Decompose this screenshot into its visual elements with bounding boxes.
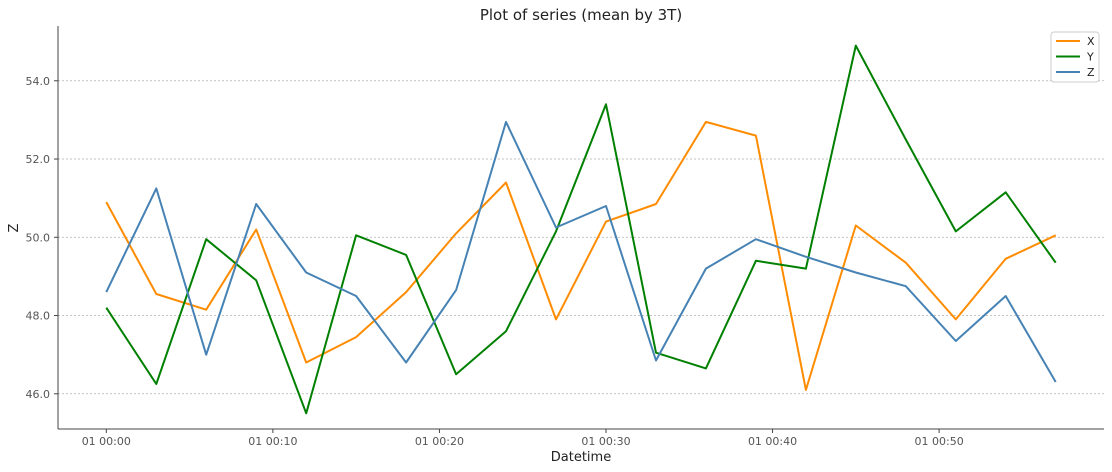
legend-label-z: Z xyxy=(1087,66,1095,79)
series-line-y xyxy=(105,44,1057,415)
y-tick-label: 46.0 xyxy=(26,388,51,401)
y-tick-label: 54.0 xyxy=(26,75,51,88)
y-tick-label: 50.0 xyxy=(26,231,51,244)
y-axis-label: Z xyxy=(7,223,22,232)
x-tick-label: 01 00:20 xyxy=(415,435,464,448)
series-line-x xyxy=(105,120,1057,391)
series-lines xyxy=(105,44,1057,415)
x-tick-label: 01 00:30 xyxy=(581,435,630,448)
legend-label-y: Y xyxy=(1086,51,1094,64)
x-tick-label: 01 00:10 xyxy=(248,435,297,448)
grid-lines xyxy=(58,80,1104,395)
x-tick-label: 01 00:00 xyxy=(82,435,131,448)
x-tick-label: 01 00:50 xyxy=(915,435,964,448)
chart-title: Plot of series (mean by 3T) xyxy=(480,6,682,24)
x-tick-label: 01 00:40 xyxy=(748,435,797,448)
x-axis-label: Datetime xyxy=(551,450,611,465)
y-ticks: 46.0 48.0 50.0 52.0 54.0 xyxy=(26,75,58,401)
axes xyxy=(57,26,1104,430)
series-line-z xyxy=(105,120,1057,383)
y-tick-label: 48.0 xyxy=(26,310,51,323)
legend: XYZ xyxy=(1050,31,1100,83)
legend-label-x: X xyxy=(1087,35,1095,48)
x-ticks: 01 00:00 01 00:10 01 00:20 01 00:30 01 00:40… xyxy=(82,429,964,448)
y-tick-label: 52.0 xyxy=(26,153,51,166)
